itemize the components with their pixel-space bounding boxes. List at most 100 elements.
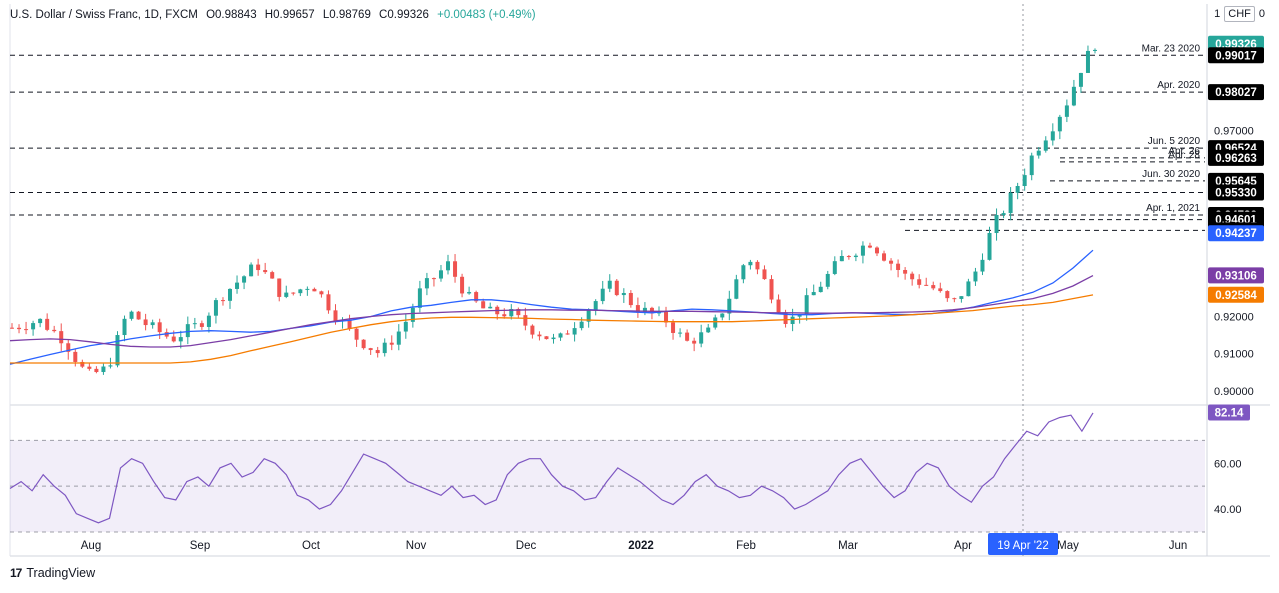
time-tick-label: Dec (516, 540, 537, 552)
candle-body (544, 336, 549, 340)
candle-body (326, 294, 331, 311)
candle-body (453, 261, 458, 277)
candle-body (832, 261, 837, 274)
candle-body (206, 315, 211, 327)
candle-body (635, 305, 640, 313)
candle-body (987, 233, 992, 260)
candle-body (263, 270, 268, 273)
candle-body (678, 332, 683, 334)
candle-body (1022, 175, 1027, 187)
time-tick-label: Mar (838, 540, 858, 552)
crosshair-date-label: 19 Apr '22 (997, 540, 1048, 552)
candle-body (228, 288, 233, 301)
candle-body (586, 310, 591, 322)
candle-body (931, 285, 936, 289)
candle-body (769, 279, 774, 300)
candle-body (903, 269, 908, 274)
candle-body (17, 327, 22, 330)
candle-body (945, 291, 950, 299)
candle-body (973, 271, 978, 282)
level-price-badge-bg (1208, 47, 1264, 64)
ma-mid-line (9, 275, 1094, 348)
time-tick-label: Aug (81, 540, 101, 552)
candle-body (1064, 105, 1069, 117)
candle-body (129, 311, 134, 319)
candle-body (403, 321, 408, 332)
candle-body (157, 322, 162, 333)
candle-body (242, 276, 247, 283)
candle-body (762, 269, 767, 280)
high-value: H0.99657 (264, 9, 315, 21)
candle-body (692, 340, 697, 344)
candle-body (235, 282, 240, 289)
candle-body (1093, 49, 1097, 51)
candle-body (790, 316, 795, 325)
candle-body (783, 312, 788, 325)
candle-body (389, 342, 394, 345)
candle-body (45, 318, 50, 330)
candle-body (889, 260, 894, 264)
candle-body (277, 278, 282, 297)
ma-value-badge-bg (1208, 225, 1264, 242)
candle-body (1043, 140, 1048, 151)
candle-body (396, 331, 401, 345)
candle-body (530, 325, 535, 335)
candle-body (199, 323, 204, 327)
candle-body (699, 332, 704, 344)
candle-body (270, 272, 275, 279)
candle-body (256, 264, 261, 271)
close-value: C0.99326 (379, 9, 429, 21)
change-value: +0.00483 (+0.49%) (437, 9, 536, 21)
candle-body (572, 328, 577, 335)
candle-body (410, 307, 415, 322)
time-tick-label: Sep (190, 540, 210, 552)
candle-body (706, 327, 711, 333)
candle-body (720, 313, 725, 318)
brand-name: TradingView (26, 566, 96, 580)
candle-body (628, 292, 633, 306)
candle-body (298, 289, 303, 294)
ma-value-badge-bg (1208, 286, 1264, 303)
candle-body (1001, 213, 1006, 216)
candle-body (24, 329, 29, 331)
time-tick-label: 2022 (628, 540, 654, 552)
candle-body (811, 292, 816, 296)
candle-body (108, 365, 113, 367)
candle-body (664, 311, 669, 323)
candle-body (671, 322, 676, 333)
level-name-label: Apr. 2020 (1157, 80, 1200, 91)
candle-body (59, 331, 64, 344)
candle-body (431, 278, 436, 280)
level-name-label: Mar. 23 2020 (1142, 43, 1201, 54)
symbol-title: U.S. Dollar / Swiss Franc, 1D, FXCM (10, 9, 198, 21)
candle-body (860, 245, 865, 256)
candle-body (87, 366, 92, 369)
candle-body (417, 288, 422, 308)
level-price-badge-bg (1208, 184, 1264, 201)
candle-body (1029, 155, 1034, 176)
multiplier: 1 (1214, 8, 1221, 20)
candle-body (593, 301, 598, 311)
candle-body (579, 321, 584, 329)
time-tick-label: Oct (302, 540, 321, 552)
candle-body (347, 319, 352, 329)
time-tick-label: Apr (954, 540, 972, 552)
currency-code[interactable]: CHF (1224, 6, 1255, 22)
time-tick-label: Feb (736, 540, 756, 552)
rsi-line (9, 412, 1094, 524)
candle-body (804, 295, 809, 315)
candle-body (368, 348, 373, 351)
candle-body (867, 245, 872, 248)
candle-body (685, 332, 690, 341)
candle-body (734, 279, 739, 299)
candle-body (516, 308, 521, 316)
candle-body (424, 278, 429, 289)
candle-body (474, 292, 479, 302)
rsi-tick-label: 40.00 (1214, 504, 1242, 516)
candle-body (122, 318, 127, 336)
candle-body (938, 288, 943, 292)
candle-body (755, 261, 760, 270)
level-price-badge: 0.95330 (1215, 188, 1257, 200)
currency-box[interactable]: 1 CHF 0 (1214, 6, 1265, 22)
